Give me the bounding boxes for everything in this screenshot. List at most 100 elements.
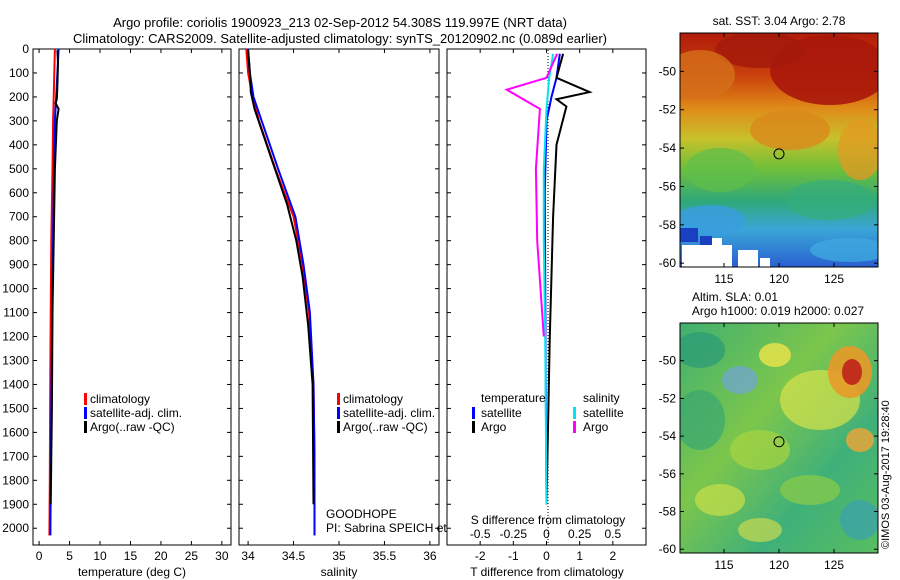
legend-swatch-satellite [84,407,87,419]
x2-tick-label: -0.25 [500,527,528,541]
x-tick-label: 1 [576,549,583,563]
y-tick-label: 1300 [2,353,29,367]
x2-tick-label: -0.5 [470,527,491,541]
series-salinity-argo [504,53,559,337]
argo-position-marker [773,148,785,160]
sla-map: Altim. SLA: 0.01 Argo h1000: 0.019 h2000… [659,290,892,572]
legend-label-argo: Argo(..raw -QC) [90,420,175,434]
series-argo-raw-qc- [49,50,60,505]
x-tick-label: 35.5 [373,549,397,563]
legend-label-temp-satellite: satellite [481,406,522,420]
legend-swatch-temp-satellite [472,407,475,419]
x2-tick-label: 0.25 [568,527,592,541]
temperature-xlabel: temperature (deg C) [78,565,186,579]
y-tick-label: 1400 [2,377,29,391]
legend-swatch-climatology [84,393,87,405]
t-difference-label: T difference from climatology [470,565,624,579]
y-tick-label: 600 [9,186,29,200]
x-tick-label: 0 [36,549,43,563]
x-tick-label: 5 [66,549,73,563]
legend-label-satellite: satellite-adj. clim. [343,406,435,420]
x-tick-label: 0 [543,549,550,563]
y-tick-label: 1800 [2,473,29,487]
y-tick-label: 0 [22,42,29,56]
x-tick-label: 34 [241,549,255,563]
y-tick-label: 900 [9,258,29,272]
argo-position-marker [773,436,785,448]
series-satellite-adj-clim- [247,48,316,536]
legend-header-temperature: temperature [481,391,546,405]
y-tick-label: -56 [659,467,677,481]
y-tick-label: 400 [9,138,29,152]
x-tick-label: 30 [215,549,229,563]
y-tick-label: 1600 [2,425,29,439]
y-tick-label: 2000 [2,521,29,535]
imos-credit: ©IMOS 03-Aug-2017 19:28:40 [880,400,892,549]
y-tick-label: -52 [659,103,677,117]
legend-swatch-sal-argo [573,421,576,433]
y-tick-label: -60 [659,256,677,270]
temperature-legend: climatology satellite-adj. clim. Argo(..… [84,392,182,434]
y-tick-label: 1500 [2,401,29,415]
legend-swatch-climatology [337,393,340,405]
temperature-panel: 0100200300400500600700800900100011001200… [2,42,232,579]
x2-tick-label: 0 [543,527,550,541]
sla-field [680,323,878,553]
x-tick-label: -2 [475,549,486,563]
sst-map-title: sat. SST: 3.04 Argo: 2.78 [713,14,846,28]
y-tick-label: -50 [659,64,677,78]
x-tick-label: 125 [824,272,844,286]
y-tick-label: 500 [9,162,29,176]
legend-label-satellite: satellite-adj. clim. [90,406,182,420]
legend-swatch-satellite [337,407,340,419]
x2-tick-label: 0.5 [604,527,621,541]
header-line-2: Climatology: CARS2009. Satellite-adjuste… [73,31,607,46]
y-tick-label: 100 [9,66,29,80]
x-tick-label: 2 [609,549,616,563]
y-tick-label: 1700 [2,449,29,463]
y-tick-label: 800 [9,234,29,248]
series-temperature-argo [545,53,593,505]
x-tick-label: 15 [124,549,138,563]
legend-label-climatology: climatology [90,392,150,406]
temperature-plot-frame [32,48,232,546]
sst-field [680,33,878,267]
series-salinity-satellite [542,53,555,505]
series-argo-raw-qc- [247,50,315,505]
difference-legend: temperature salinity satellite Argo sate… [472,391,624,434]
x-tick-label: 20 [154,549,168,563]
sst-map: sat. SST: 3.04 Argo: 2.78 -50 -52 -54 -56 -5… [659,14,879,286]
difference-panel: -2 -1 0 1 2 -0.5 -0.25 0 0.25 0.5 S difference f… [446,48,647,579]
x-tick-label: 115 [714,558,733,572]
y-tick-label: -58 [659,505,677,519]
y-tick-label: -60 [659,542,677,556]
y-tick-label: 700 [9,210,29,224]
x-tick-label: 35 [332,549,346,563]
y-tick-label: -58 [659,218,677,232]
x-tick-label: 120 [769,558,789,572]
legend-label-sal-argo: Argo [583,420,609,434]
legend-label-argo: Argo(..raw -QC) [343,420,428,434]
x-tick-label: 115 [714,272,733,286]
legend-header-salinity: salinity [583,391,620,405]
legend-swatch-argo [337,421,340,433]
legend-label-climatology: climatology [343,392,403,406]
header-line-1: Argo profile: coriolis 1900923_213 02-Se… [113,15,567,30]
sla-map-title: Altim. SLA: 0.01 [692,290,778,304]
x-tick-label: 10 [93,549,107,563]
y-tick-label: -54 [659,141,677,155]
series-climatology [48,48,56,536]
x-tick-label: -1 [508,549,519,563]
salinity-plot-frame [238,48,440,546]
y-tick-label: 1000 [2,282,29,296]
x-tick-label: 36 [423,549,437,563]
legend-swatch-argo [84,421,87,433]
y-tick-label: -52 [659,391,677,405]
y-tick-label: 200 [9,90,29,104]
x-tick-label: 34.5 [282,549,306,563]
y-tick-label: 1900 [2,497,29,511]
legend-label-temp-argo: Argo [481,420,507,434]
x-tick-label: 120 [769,272,789,286]
y-tick-label: -54 [659,429,677,443]
